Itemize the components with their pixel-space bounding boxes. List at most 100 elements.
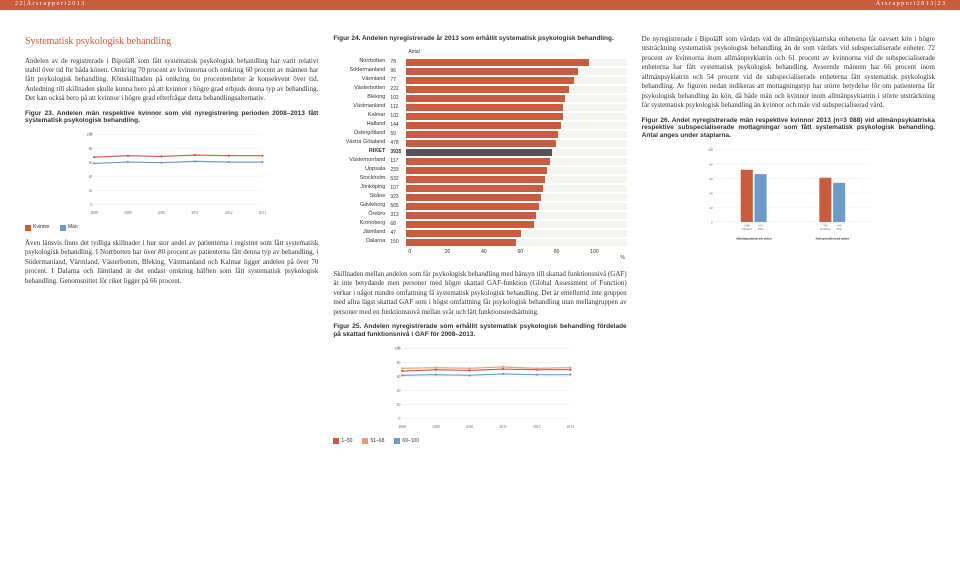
bar-count: 47 <box>388 231 406 236</box>
bar-label: RIKET <box>333 149 388 155</box>
bar-label: Dalarna <box>333 239 388 245</box>
bar-label: Västernorrland <box>333 158 388 164</box>
bar-label: Värmland <box>333 77 388 83</box>
table-row: Jönköping 107 <box>333 184 626 193</box>
table-row: Gävleborg 565 <box>333 202 626 211</box>
svg-text:80: 80 <box>89 147 93 151</box>
legend-item: 1–50 <box>333 438 352 445</box>
bar-count: 222 <box>388 87 406 92</box>
bar-label: Kalmar <box>333 113 388 119</box>
svg-text:2011: 2011 <box>191 211 199 215</box>
table-row: RIKET 3935 <box>333 148 626 157</box>
legend-item: 69–100 <box>394 438 419 445</box>
legend-item: Kvinnor <box>25 224 50 231</box>
svg-text:0: 0 <box>711 220 713 224</box>
svg-text:2009: 2009 <box>432 425 440 429</box>
svg-text:2012: 2012 <box>225 211 233 215</box>
svg-text:Män: Män <box>757 227 763 231</box>
bar-track <box>406 167 626 174</box>
bar-count: 77 <box>388 78 406 83</box>
svg-text:0: 0 <box>90 203 92 207</box>
legend-swatch <box>333 438 339 444</box>
legend-swatch <box>25 225 31 231</box>
bar-fill <box>406 158 549 165</box>
bar-count: 112 <box>388 105 406 110</box>
svg-text:%: % <box>89 132 93 136</box>
fig25-chart: 020406080100%200820092010201120122013 <box>333 345 626 430</box>
legend-label: 1–50 <box>341 438 352 445</box>
bar-fill <box>406 230 521 237</box>
bar-label: Halland <box>333 122 388 128</box>
page-header-left: 2 2 | Å r s r a p p o r t 2 0 1 3 <box>15 1 84 7</box>
bar-track <box>406 59 626 66</box>
bar-track <box>406 86 626 93</box>
bar-track <box>406 185 626 192</box>
section-title: Systematisk psykologisk behandling <box>25 35 318 49</box>
bar-label: Bleking <box>333 95 388 101</box>
header-rule <box>0 0 960 10</box>
bar-fill <box>406 68 578 75</box>
bar-track <box>406 113 626 120</box>
bar-track <box>406 122 626 129</box>
bar-fill <box>406 203 538 210</box>
bar-count: 96 <box>388 69 406 74</box>
table-row: Kronoberg 68 <box>333 220 626 229</box>
bar-label: Jönköping <box>333 185 388 191</box>
bar-count: 478 <box>388 141 406 146</box>
svg-text:2008: 2008 <box>399 425 407 429</box>
fig24-pct: % <box>333 255 626 262</box>
bar-track <box>406 176 626 183</box>
bar-count: 107 <box>388 186 406 191</box>
fig26-chart: 020406080100%1369Kvinnor615MänAllmänpsyk… <box>642 146 935 241</box>
bar-count: 323 <box>388 195 406 200</box>
legend-item: Män <box>60 224 78 231</box>
legend-swatch <box>362 438 368 444</box>
bar-label: Gävleborg <box>333 203 388 209</box>
bar-fill <box>406 59 589 66</box>
bar-count: 68 <box>388 222 406 227</box>
svg-text:40: 40 <box>89 175 93 179</box>
bar-track <box>406 140 626 147</box>
svg-text:2010: 2010 <box>466 425 474 429</box>
bar-fill <box>406 104 562 111</box>
bar-label: Kronoberg <box>333 221 388 227</box>
fig24-chart: Norrbotten 78 Södermanland 96 Värmland 7… <box>333 58 626 247</box>
bar-track <box>406 158 626 165</box>
bar-fill <box>406 239 516 246</box>
svg-text:2012: 2012 <box>533 425 541 429</box>
col2-para1: Skillnaden mellan andelen som får psykol… <box>333 270 626 317</box>
bar-track <box>406 194 626 201</box>
bar-label: Östergötland <box>333 131 388 137</box>
bar-fill <box>406 122 560 129</box>
bar-fill <box>406 194 540 201</box>
bar-track <box>406 230 626 237</box>
bar-fill <box>406 131 558 138</box>
table-row: Värmland 77 <box>333 76 626 85</box>
bar-fill <box>406 149 551 156</box>
svg-text:2009: 2009 <box>124 211 132 215</box>
col3-para1: De nyregistrerade i BipoläR som vårdats … <box>642 35 935 111</box>
table-row: Västmanland 112 <box>333 103 626 112</box>
svg-text:20: 20 <box>709 206 713 210</box>
svg-text:2008: 2008 <box>90 211 98 215</box>
fig24-caption: Figur 24. Andelen nyregistrerade år 2013… <box>333 35 626 43</box>
legend-label: Kvinnor <box>33 224 50 231</box>
bar-track <box>406 104 626 111</box>
svg-text:2011: 2011 <box>500 425 508 429</box>
bar-count: 233 <box>388 168 406 173</box>
table-row: Västerbotten 222 <box>333 85 626 94</box>
svg-text:Kvinnor: Kvinnor <box>741 227 751 231</box>
svg-text:60: 60 <box>397 375 401 379</box>
bar-count: 59 <box>388 132 406 137</box>
bar-count: 3935 <box>388 150 406 155</box>
legend-item: 51–68 <box>362 438 384 445</box>
table-row: Dalarna 150 <box>333 238 626 247</box>
bar-count: 102 <box>388 96 406 101</box>
fig26-caption: Figur 26. Andel nyregistrerade män respe… <box>642 117 935 140</box>
bar-track <box>406 203 626 210</box>
svg-text:80: 80 <box>397 361 401 365</box>
svg-text:20: 20 <box>397 403 401 407</box>
svg-text:80: 80 <box>709 162 713 166</box>
svg-text:0: 0 <box>399 417 401 421</box>
bar-label: Västmanland <box>333 104 388 110</box>
